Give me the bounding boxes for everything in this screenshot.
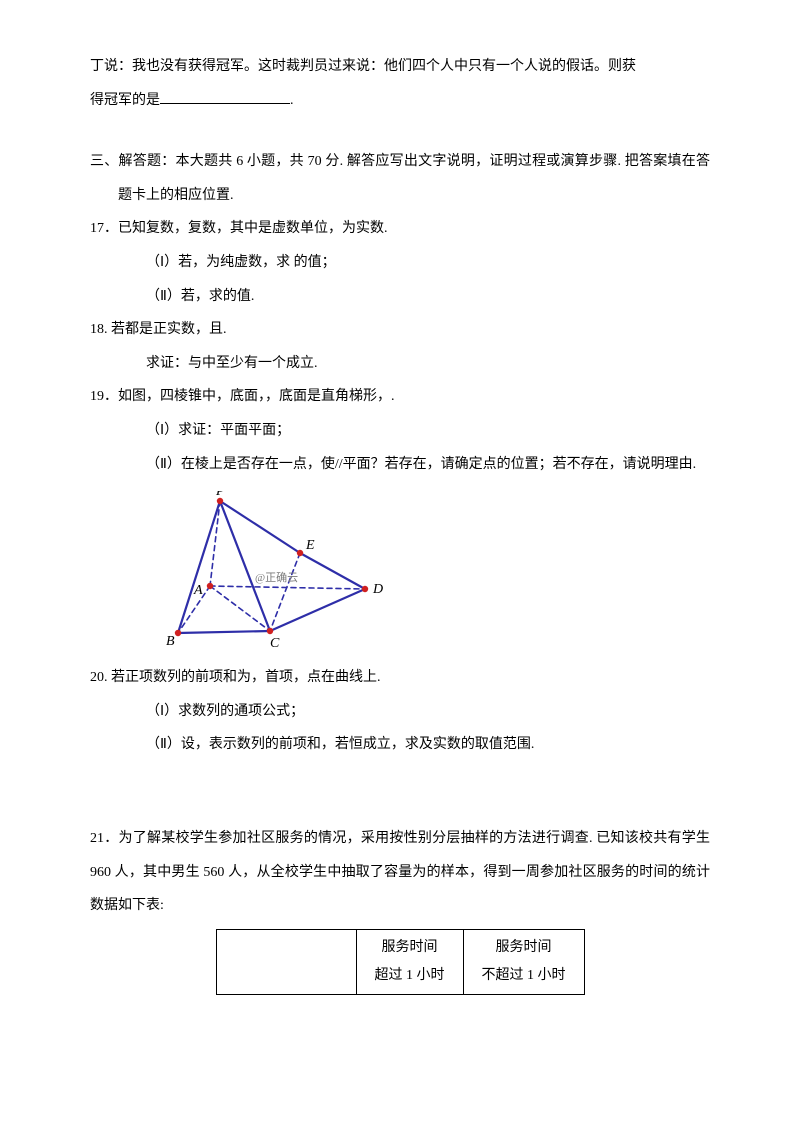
svg-text:B: B: [166, 634, 175, 649]
table-cell-h1: 服务时间 超过 1 小时: [356, 929, 463, 994]
intro-line-1: 丁说：我也没有获得冠军。这时裁判员过来说：他们四个人中只有一个人说的假话。则获: [90, 50, 710, 84]
q20-part-1: （Ⅰ）求数列的通项公式；: [90, 695, 710, 729]
q19-part-2-text: （Ⅱ）在棱上是否存在一点，使//平面？若存在，请确定点的位置；若不存在，请说明理…: [146, 457, 696, 472]
q20-stem: 20. 若正项数列的前项和为，首项，点在曲线上.: [90, 661, 710, 695]
table-cell-h2: 服务时间 不超过 1 小时: [463, 929, 584, 994]
svg-text:P: P: [215, 491, 225, 499]
q17-stem: 17．已知复数，复数，其中是虚数单位，为实数.: [90, 212, 710, 246]
q17-part-2: （Ⅱ）若，求的值.: [90, 280, 710, 314]
intro-line-2-post: .: [290, 93, 294, 108]
q19-part-2: （Ⅱ）在棱上是否存在一点，使//平面？若存在，请确定点的位置；若不存在，请说明理…: [90, 448, 710, 482]
q19-figure: P A B C D E @正确云: [160, 491, 710, 651]
svg-text:@正确云: @正确云: [255, 571, 298, 584]
svg-text:E: E: [305, 538, 315, 553]
table-cell-h1a: 服务时间: [375, 934, 445, 962]
intro-line-2: 得冠军的是.: [90, 84, 710, 118]
intro-line-2-pre: 得冠军的是: [90, 93, 160, 108]
q20-part-2: （Ⅱ）设，表示数列的前项和，若恒成立，求及实数的取值范围.: [90, 728, 710, 762]
table-row: 服务时间 超过 1 小时 服务时间 不超过 1 小时: [216, 929, 584, 994]
q18-part-1: 求证：与中至少有一个成立.: [90, 347, 710, 381]
section-3-heading: 三、解答题：本大题共 6 小题，共 70 分. 解答应写出文字说明，证明过程或演…: [90, 145, 710, 212]
q17-part-1: （Ⅰ）若，为纯虚数，求 的值；: [90, 246, 710, 280]
q19-stem: 19．如图，四棱锥中，底面，，底面是直角梯形，.: [90, 380, 710, 414]
fill-blank[interactable]: [160, 91, 290, 104]
q21-stem: 21．为了解某校学生参加社区服务的情况，采用按性别分层抽样的方法进行调查. 已知…: [90, 822, 710, 923]
tetrahedron-diagram: P A B C D E @正确云: [160, 491, 390, 651]
table-cell-h2b: 不超过 1 小时: [482, 962, 566, 990]
svg-text:A: A: [193, 583, 203, 598]
table-cell-empty: [216, 929, 356, 994]
svg-text:C: C: [270, 636, 280, 651]
svg-text:D: D: [372, 582, 383, 597]
q18-stem: 18. 若都是正实数，且.: [90, 313, 710, 347]
q21-table: 服务时间 超过 1 小时 服务时间 不超过 1 小时: [216, 929, 585, 995]
table-cell-h2a: 服务时间: [482, 934, 566, 962]
q19-part-1: （Ⅰ）求证：平面平面；: [90, 414, 710, 448]
table-cell-h1b: 超过 1 小时: [375, 962, 445, 990]
